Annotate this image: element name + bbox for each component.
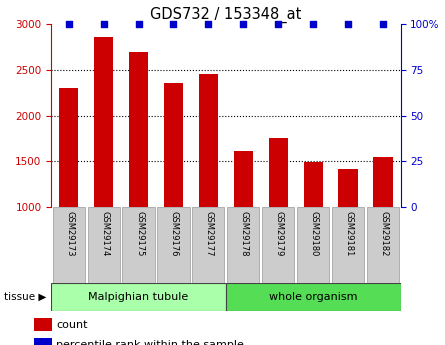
Point	[380, 21, 387, 27]
Text: GSM29177: GSM29177	[205, 211, 214, 256]
Bar	[164, 83, 183, 207]
Text: GSM29173: GSM29173	[65, 211, 74, 256]
Bar	[158, 207, 190, 283]
Text: Malpighian tubule: Malpighian tubule	[89, 292, 189, 302]
Bar	[192, 207, 224, 283]
Point	[100, 21, 107, 27]
Bar	[226, 283, 400, 310]
Text: count: count	[57, 320, 88, 330]
Bar	[303, 162, 323, 207]
Bar	[269, 138, 288, 207]
Bar	[367, 207, 399, 283]
Bar	[129, 51, 148, 207]
Point	[344, 21, 352, 27]
Bar	[199, 75, 218, 207]
Text: GSM29180: GSM29180	[310, 211, 319, 256]
Text: GSM29181: GSM29181	[344, 211, 354, 256]
Bar	[94, 37, 113, 207]
Bar	[88, 207, 120, 283]
Bar	[373, 157, 392, 207]
Bar	[339, 169, 358, 207]
Bar	[227, 207, 259, 283]
Bar	[234, 151, 253, 207]
Text: GSM29179: GSM29179	[275, 211, 284, 256]
Bar	[53, 207, 85, 283]
Point	[275, 21, 282, 27]
Bar	[34, 338, 53, 345]
Text: GSM29174: GSM29174	[100, 211, 109, 256]
Title: GDS732 / 153348_at: GDS732 / 153348_at	[150, 7, 302, 23]
Bar	[34, 318, 53, 331]
Bar	[122, 207, 154, 283]
Text: GSM29176: GSM29176	[170, 211, 179, 256]
Point	[205, 21, 212, 27]
Bar	[51, 283, 226, 310]
Point	[240, 21, 247, 27]
Text: GSM29182: GSM29182	[380, 211, 388, 256]
Text: tissue ▶: tissue ▶	[4, 292, 47, 302]
Point	[65, 21, 72, 27]
Text: GSM29178: GSM29178	[240, 211, 249, 256]
Bar	[262, 207, 294, 283]
Point	[170, 21, 177, 27]
Bar	[59, 88, 78, 207]
Point	[135, 21, 142, 27]
Bar	[332, 207, 364, 283]
Text: percentile rank within the sample: percentile rank within the sample	[57, 339, 244, 345]
Bar	[297, 207, 329, 283]
Text: whole organism: whole organism	[269, 292, 357, 302]
Text: GSM29175: GSM29175	[135, 211, 144, 256]
Point	[310, 21, 317, 27]
